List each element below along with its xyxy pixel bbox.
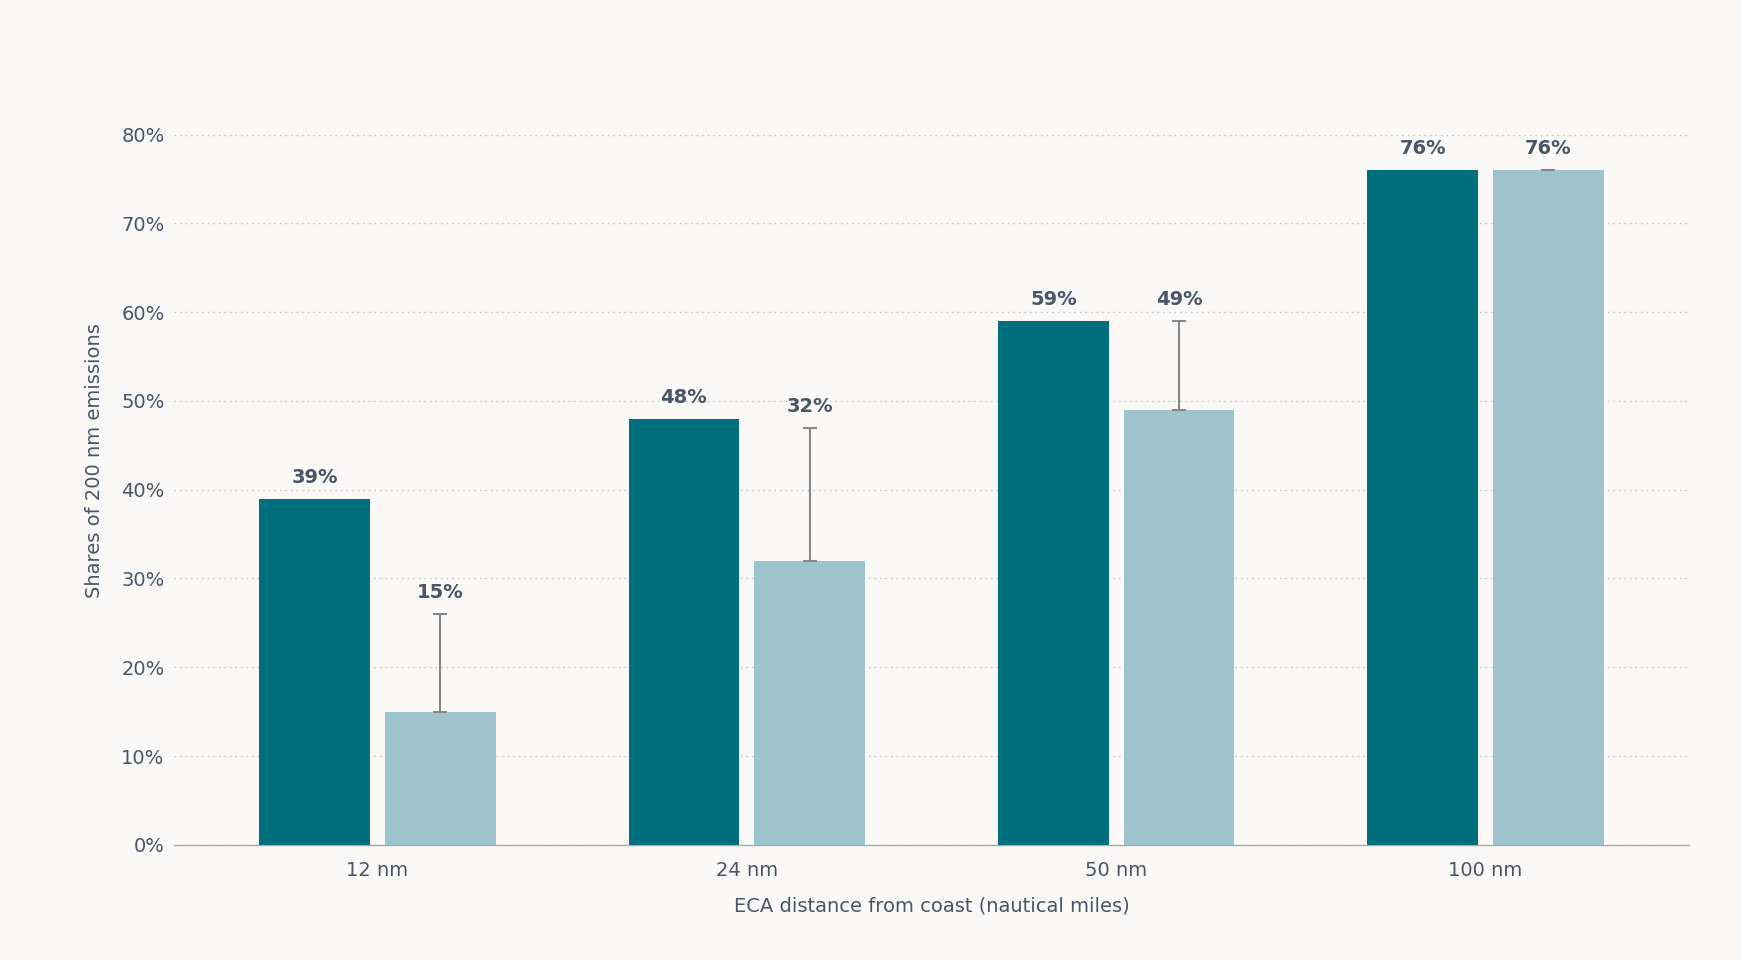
Text: 15%: 15% <box>416 584 463 603</box>
Text: 59%: 59% <box>1031 291 1076 309</box>
Bar <box>998 321 1109 845</box>
Bar <box>385 711 496 845</box>
Text: 76%: 76% <box>1525 139 1572 158</box>
Y-axis label: Shares of 200 nm emissions: Shares of 200 nm emissions <box>85 324 104 598</box>
Text: 32%: 32% <box>787 397 832 416</box>
Bar <box>754 561 865 845</box>
Bar <box>1367 170 1478 845</box>
Bar <box>1123 410 1234 845</box>
Text: 48%: 48% <box>660 388 707 407</box>
Text: 76%: 76% <box>1400 139 1447 158</box>
Text: 49%: 49% <box>1156 291 1203 309</box>
Bar <box>629 419 740 845</box>
Text: 39%: 39% <box>291 468 338 487</box>
Bar <box>259 498 369 845</box>
Bar <box>1494 170 1603 845</box>
X-axis label: ECA distance from coast (nautical miles): ECA distance from coast (nautical miles) <box>733 897 1130 916</box>
